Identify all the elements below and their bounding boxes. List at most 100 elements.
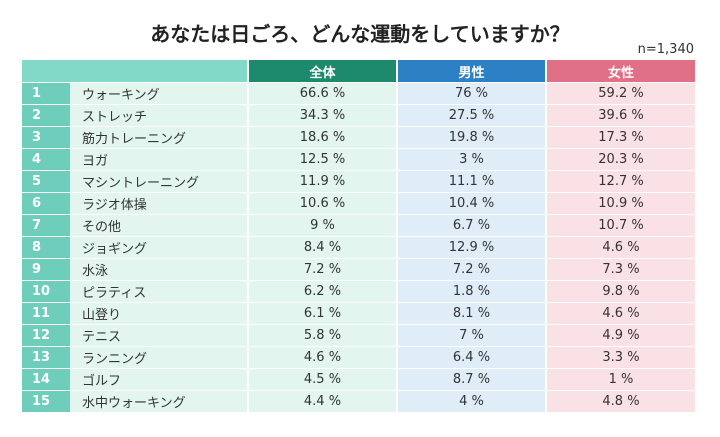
percentage: 76 % <box>396 82 546 105</box>
activity: ジョギング <box>70 236 248 259</box>
header-row: 全体 男性 女性 <box>22 60 695 83</box>
table-row: 13 ランニング 4.6 % 6.4 % 3.3 % <box>22 346 695 369</box>
rank: 5 <box>22 170 70 193</box>
percentage: 3 % <box>396 148 546 171</box>
percentage: 10.7 % <box>545 214 695 237</box>
percentage: 6.7 % <box>396 214 546 237</box>
activity: ウォーキング <box>70 82 248 105</box>
percentage: 27.5 % <box>396 104 546 127</box>
percentage: 7.3 % <box>545 258 695 281</box>
table-row: 11 山登り 6.1 % 8.1 % 4.6 % <box>22 302 695 325</box>
table-row: 2 ストレッチ 34.3 % 27.5 % 39.6 % <box>22 104 695 127</box>
activity: 水中ウォーキング <box>70 390 248 413</box>
activity: ラジオ体操 <box>70 192 248 215</box>
rank: 10 <box>22 280 70 303</box>
percentage: 4.8 % <box>545 390 695 413</box>
percentage: 8.4 % <box>247 236 397 259</box>
table-row: 15 水中ウォーキング 4.4 % 4 % 4.8 % <box>22 390 695 413</box>
percentage: 6.1 % <box>247 302 397 325</box>
column-header: 全体 <box>247 60 397 83</box>
percentage: 18.6 % <box>247 126 397 149</box>
table-row: 12 テニス 5.8 % 7 % 4.9 % <box>22 324 695 347</box>
activity: ゴルフ <box>70 368 248 391</box>
activity: 山登り <box>70 302 248 325</box>
percentage: 39.6 % <box>545 104 695 127</box>
rank: 12 <box>22 324 70 347</box>
table-row: 14 ゴルフ 4.5 % 8.7 % 1 % <box>22 368 695 391</box>
activity: 水泳 <box>70 258 248 281</box>
percentage: 10.4 % <box>396 192 546 215</box>
activity: その他 <box>70 214 248 237</box>
percentage: 3.3 % <box>545 346 695 369</box>
percentage: 12.9 % <box>396 236 546 259</box>
percentage: 11.1 % <box>396 170 546 193</box>
percentage: 1.8 % <box>396 280 546 303</box>
header-blank <box>22 60 248 83</box>
rank: 4 <box>22 148 70 171</box>
rank: 14 <box>22 368 70 391</box>
column-header: 女性 <box>545 60 695 83</box>
percentage: 4.6 % <box>247 346 397 369</box>
percentage: 34.3 % <box>247 104 397 127</box>
rank: 8 <box>22 236 70 259</box>
percentage: 8.1 % <box>396 302 546 325</box>
column-header: 男性 <box>396 60 546 83</box>
activity: 筋力トレーニング <box>70 126 248 149</box>
percentage: 9.8 % <box>545 280 695 303</box>
activity: ランニング <box>70 346 248 369</box>
percentage: 12.5 % <box>247 148 397 171</box>
percentage: 4.9 % <box>545 324 695 347</box>
table-row: 9 水泳 7.2 % 7.2 % 7.3 % <box>22 258 695 281</box>
results-table: 全体 男性 女性 1 ウォーキング 66.6 % 76 % 59.2 % 2 ストレッチ 34.3… <box>22 60 695 413</box>
percentage: 7.2 % <box>396 258 546 281</box>
table-row: 8 ジョギング 8.4 % 12.9 % 4.6 % <box>22 236 695 259</box>
activity: ストレッチ <box>70 104 248 127</box>
percentage: 4.6 % <box>545 236 695 259</box>
percentage: 11.9 % <box>247 170 397 193</box>
table-row: 3 筋力トレーニング 18.6 % 19.8 % 17.3 % <box>22 126 695 149</box>
percentage: 4.4 % <box>247 390 397 413</box>
table-row: 5 マシントレーニング 11.9 % 11.1 % 12.7 % <box>22 170 695 193</box>
rank: 6 <box>22 192 70 215</box>
table-row: 10 ピラティス 6.2 % 1.8 % 9.8 % <box>22 280 695 303</box>
percentage: 17.3 % <box>545 126 695 149</box>
percentage: 10.9 % <box>545 192 695 215</box>
title: あなたは日ごろ、どんな運動をしていますか？ <box>150 22 570 46</box>
percentage: 19.8 % <box>396 126 546 149</box>
rank: 13 <box>22 346 70 369</box>
percentage: 20.3 % <box>545 148 695 171</box>
rank: 3 <box>22 126 70 149</box>
percentage: 59.2 % <box>545 82 695 105</box>
percentage: 1 % <box>545 368 695 391</box>
activity: テニス <box>70 324 248 347</box>
sample-size: n=1,340 <box>637 42 694 57</box>
percentage: 7.2 % <box>247 258 397 281</box>
rank: 1 <box>22 82 70 105</box>
rank: 11 <box>22 302 70 325</box>
activity: マシントレーニング <box>70 170 248 193</box>
rank: 7 <box>22 214 70 237</box>
table-body: 1 ウォーキング 66.6 % 76 % 59.2 % 2 ストレッチ 34.3 % 27.5 … <box>22 82 695 413</box>
rank: 15 <box>22 390 70 413</box>
table-row: 6 ラジオ体操 10.6 % 10.4 % 10.9 % <box>22 192 695 215</box>
percentage: 10.6 % <box>247 192 397 215</box>
activity: ヨガ <box>70 148 248 171</box>
percentage: 6.4 % <box>396 346 546 369</box>
table-row: 4 ヨガ 12.5 % 3 % 20.3 % <box>22 148 695 171</box>
percentage: 66.6 % <box>247 82 397 105</box>
percentage: 12.7 % <box>545 170 695 193</box>
percentage: 5.8 % <box>247 324 397 347</box>
table-row: 7 その他 9 % 6.7 % 10.7 % <box>22 214 695 237</box>
percentage: 9 % <box>247 214 397 237</box>
percentage: 4 % <box>396 390 546 413</box>
percentage: 6.2 % <box>247 280 397 303</box>
percentage: 4.5 % <box>247 368 397 391</box>
rank: 9 <box>22 258 70 281</box>
percentage: 4.6 % <box>545 302 695 325</box>
activity: ピラティス <box>70 280 248 303</box>
table-row: 1 ウォーキング 66.6 % 76 % 59.2 % <box>22 82 695 105</box>
percentage: 8.7 % <box>396 368 546 391</box>
percentage: 7 % <box>396 324 546 347</box>
rank: 2 <box>22 104 70 127</box>
